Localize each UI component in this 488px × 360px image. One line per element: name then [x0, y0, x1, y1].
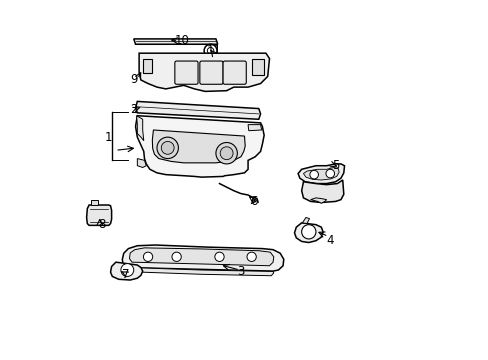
Circle shape — [214, 252, 224, 261]
Polygon shape — [310, 198, 326, 203]
Circle shape — [325, 169, 334, 178]
Polygon shape — [137, 158, 146, 167]
Circle shape — [157, 137, 178, 158]
Circle shape — [301, 225, 315, 239]
FancyBboxPatch shape — [175, 61, 198, 84]
Polygon shape — [298, 164, 344, 184]
Polygon shape — [110, 262, 142, 280]
Polygon shape — [91, 200, 98, 205]
Text: 4: 4 — [326, 234, 333, 247]
Text: 11: 11 — [206, 44, 221, 57]
Text: 6: 6 — [249, 195, 257, 208]
Circle shape — [121, 264, 134, 276]
Polygon shape — [136, 116, 143, 141]
Text: 9: 9 — [130, 73, 137, 86]
Circle shape — [172, 252, 181, 261]
Polygon shape — [301, 180, 343, 203]
Text: 1: 1 — [104, 131, 112, 144]
Polygon shape — [135, 116, 264, 177]
Text: 10: 10 — [174, 34, 189, 47]
Polygon shape — [251, 59, 264, 75]
Circle shape — [246, 252, 256, 261]
Polygon shape — [142, 59, 151, 73]
Polygon shape — [294, 223, 323, 243]
Circle shape — [220, 147, 233, 159]
Circle shape — [216, 143, 237, 164]
Text: 7: 7 — [122, 268, 129, 281]
Polygon shape — [86, 205, 111, 225]
Polygon shape — [247, 125, 261, 131]
Text: 3: 3 — [237, 265, 244, 278]
Text: 2: 2 — [130, 103, 137, 116]
Circle shape — [207, 48, 213, 54]
Polygon shape — [129, 248, 273, 266]
Polygon shape — [122, 245, 283, 271]
Circle shape — [161, 141, 174, 154]
Polygon shape — [134, 39, 217, 44]
Polygon shape — [135, 102, 260, 119]
Polygon shape — [302, 217, 309, 224]
Polygon shape — [152, 130, 244, 163]
Polygon shape — [129, 267, 273, 276]
Text: 5: 5 — [331, 159, 339, 172]
Polygon shape — [139, 53, 269, 91]
Text: 8: 8 — [98, 218, 105, 231]
Circle shape — [203, 44, 217, 57]
Circle shape — [309, 170, 318, 179]
FancyBboxPatch shape — [200, 61, 223, 84]
Circle shape — [143, 252, 152, 261]
FancyBboxPatch shape — [223, 61, 246, 84]
Polygon shape — [303, 167, 339, 180]
